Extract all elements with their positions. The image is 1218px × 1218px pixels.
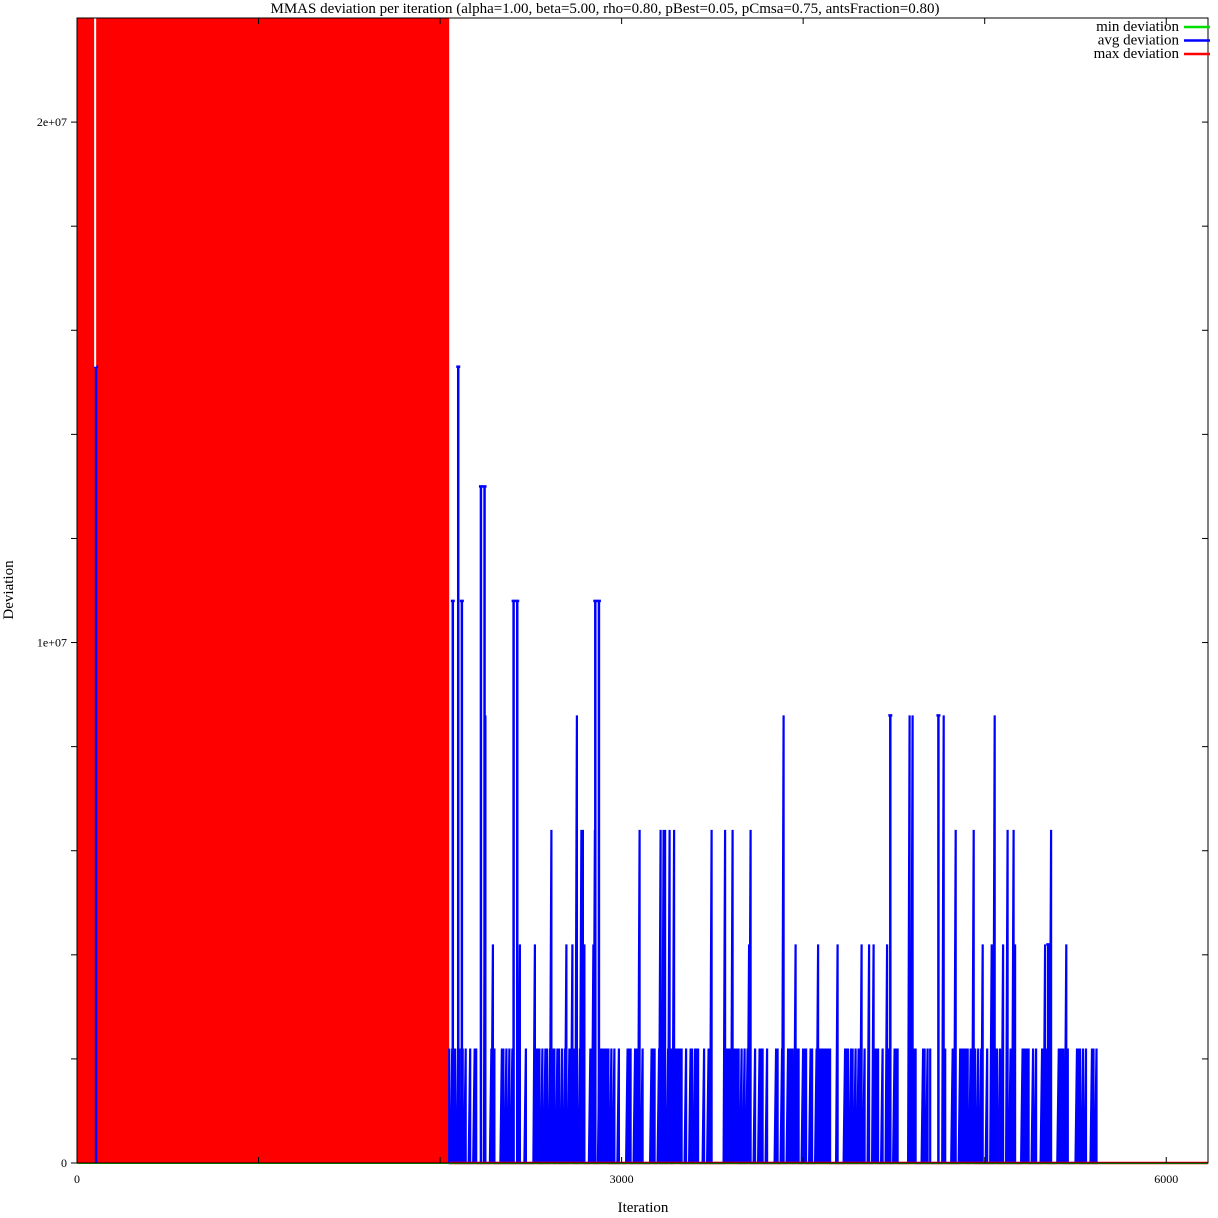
plot-frame: [76, 17, 1209, 1164]
x-axis-label: Iteration: [618, 1200, 669, 1216]
x-tick-label: 0: [74, 1172, 80, 1186]
axis-ticks: 0 3000 6000 0 1e+07 2e+07: [37, 18, 1208, 1186]
avg-deviation-oscillation: [929, 715, 996, 1165]
x-tick-label: 3000: [610, 1172, 634, 1186]
x-tick-label: 6000: [1154, 1172, 1178, 1186]
y-axis-label: Deviation: [1, 560, 17, 620]
y-tick-label: 2e+07: [37, 115, 67, 129]
avg-deviation-oscillation: [1056, 944, 1076, 1165]
legend-label: min deviation: [1096, 19, 1179, 35]
max-deviation-band: [77, 18, 450, 1163]
avg-deviation-oscillation: [1074, 1048, 1098, 1165]
legend-label: max deviation: [1094, 46, 1180, 62]
legend-label: avg deviation: [1098, 33, 1180, 49]
plot-area: [77, 18, 1208, 1165]
avg-deviation-oscillation: [621, 715, 930, 1165]
chart-title: MMAS deviation per iteration (alpha=1.00…: [271, 1, 940, 17]
y-tick-label: 0: [61, 1156, 67, 1170]
y-tick-label: 1e+07: [37, 636, 67, 650]
